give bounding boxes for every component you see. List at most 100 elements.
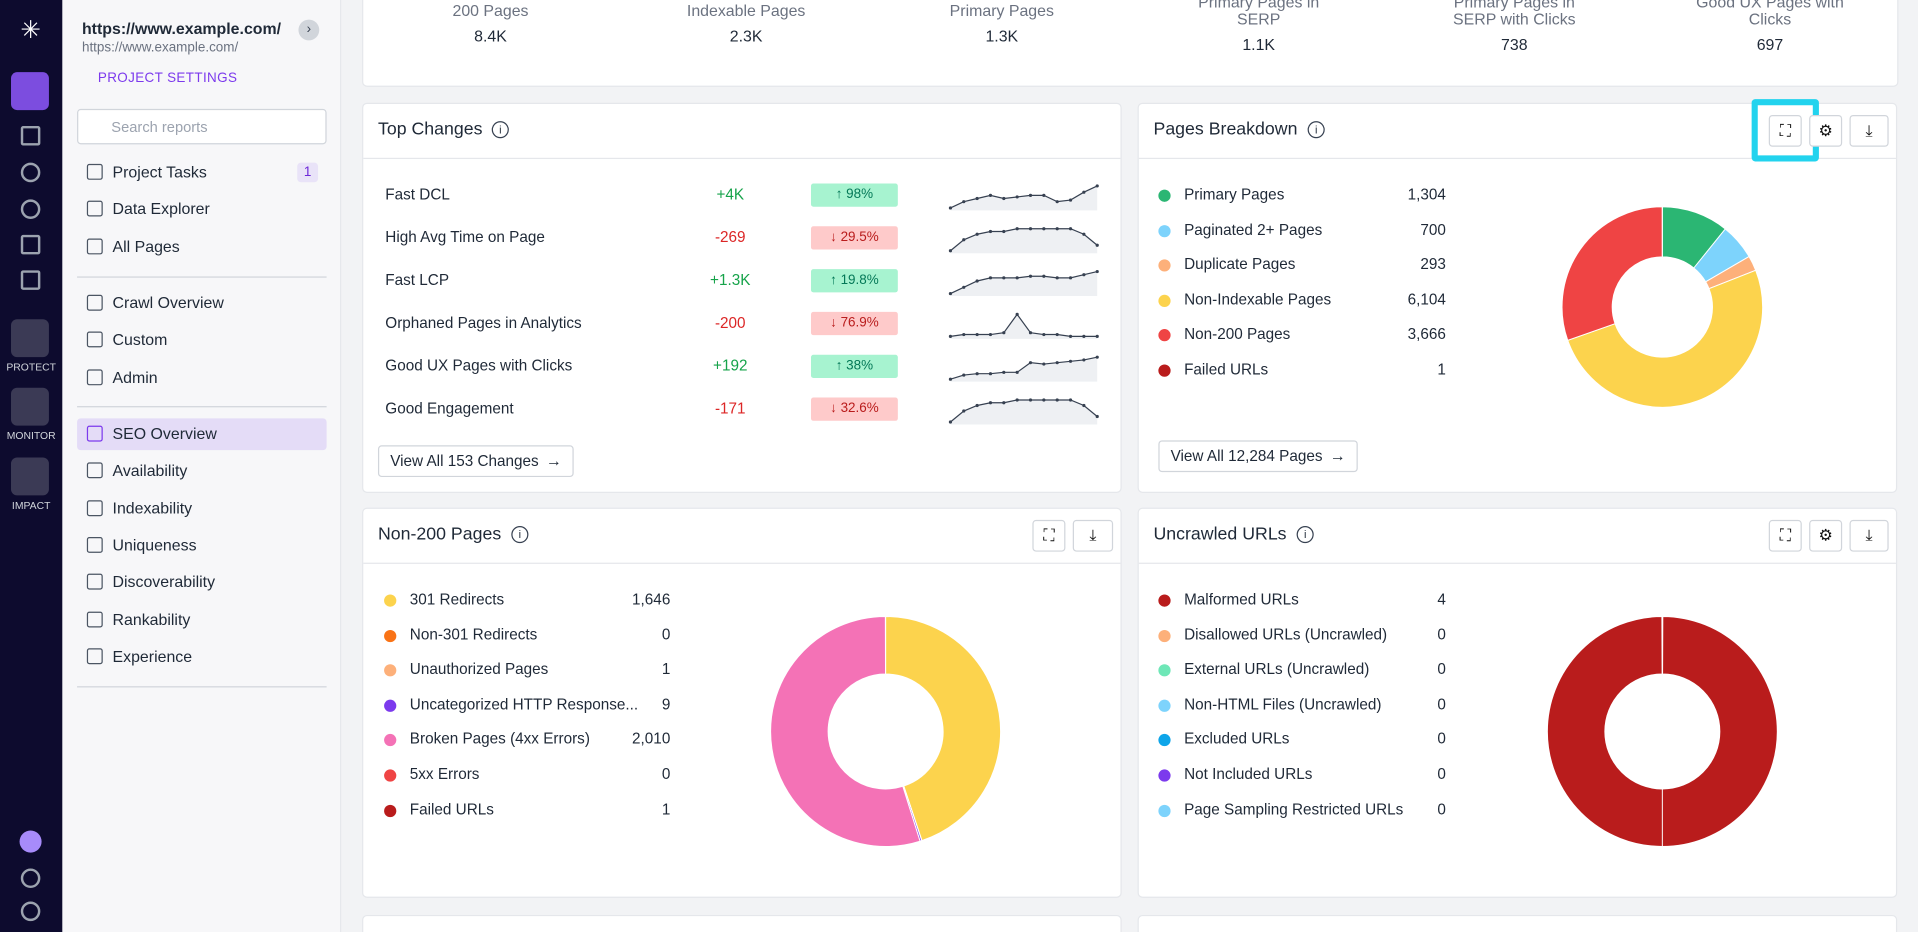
metric-value: 697 xyxy=(1756,34,1784,54)
sparkline-point xyxy=(948,377,953,381)
nav-item[interactable]: Availability xyxy=(77,455,327,487)
sparkline-point xyxy=(1002,196,1006,201)
sparkline-area xyxy=(950,185,1098,211)
nav-item[interactable]: Project Tasks 1 xyxy=(77,157,327,189)
nav-item[interactable]: Custom xyxy=(77,325,327,357)
card-partial xyxy=(1137,914,1898,932)
sparkline xyxy=(948,312,1099,339)
nav-item[interactable]: Discoverability xyxy=(77,567,327,599)
change-pill: ↑ 19.8% xyxy=(810,269,898,293)
nav-item[interactable]: Rankability xyxy=(77,604,327,636)
info-icon: i xyxy=(511,525,529,544)
sparkline-point xyxy=(1082,232,1086,236)
collapse[interactable]: › xyxy=(298,19,320,41)
sparkline-point xyxy=(988,276,993,280)
legend-dot xyxy=(1158,364,1171,377)
icon-button[interactable]: ⛶ xyxy=(1768,519,1802,552)
rail-icon[interactable] xyxy=(20,199,41,219)
legend-dot xyxy=(384,734,397,747)
legend-dot xyxy=(384,699,397,712)
rail-icon[interactable] xyxy=(20,868,41,889)
sparkline xyxy=(948,355,1099,382)
legend-value: 3,666 xyxy=(1407,325,1446,343)
view-all-button[interactable]: View All 153 Changes → xyxy=(377,445,575,478)
sparkline-point xyxy=(1095,355,1099,359)
nav-item[interactable]: Uniqueness xyxy=(77,530,327,562)
rail-icon[interactable] xyxy=(19,830,42,853)
rail-icon[interactable] xyxy=(20,234,41,255)
nav-icon xyxy=(86,573,103,590)
legend-dot xyxy=(1158,294,1171,307)
site-url: https://www.example.com/ xyxy=(81,40,239,56)
rail-tile[interactable] xyxy=(11,387,49,426)
sparkline-line xyxy=(950,313,1098,337)
card-title: Top Changes xyxy=(377,119,483,140)
rail-icon[interactable] xyxy=(20,901,41,922)
sparkline-point xyxy=(1095,184,1099,188)
sparkline-point xyxy=(962,200,966,204)
divider xyxy=(77,686,327,688)
nav-label: Custom xyxy=(112,330,168,349)
divider xyxy=(77,276,327,278)
rail-icon[interactable] xyxy=(20,162,41,183)
nav-label: Project Tasks xyxy=(112,162,207,182)
rail-active[interactable] xyxy=(11,72,49,111)
change-name: Fast DCL xyxy=(385,185,450,204)
sparkline-point xyxy=(975,332,979,337)
logo: ✳ xyxy=(20,17,41,45)
icon-button[interactable]: ⚙ xyxy=(1809,114,1843,147)
rail-label: PROTECT xyxy=(6,360,57,374)
change-name: Fast LCP xyxy=(385,271,450,289)
sparkline-point xyxy=(988,401,993,405)
legend-label: Not Included URLs xyxy=(1184,765,1313,783)
nav-item[interactable]: Crawl Overview xyxy=(77,287,327,319)
rail-tile[interactable] xyxy=(11,457,49,496)
nav-item[interactable]: SEO Overview xyxy=(77,418,327,451)
project-settings[interactable]: PROJECT SETTINGS xyxy=(97,70,238,86)
sparkline-area xyxy=(950,271,1098,297)
nav-icon xyxy=(86,294,103,311)
pages-breakdown-card: Pages Breakdown i ⛶ ⚙ ⤓ View All 12,284 Pages… xyxy=(1137,99,1898,493)
sparkline-point xyxy=(975,196,979,201)
legend-label: Non-301 Redirects xyxy=(409,625,538,643)
metrics-card: 200 Pages 8.4K Indexable Pages 2.3K Primary … xyxy=(362,0,1899,87)
icon-button[interactable]: ⛶ xyxy=(1032,519,1066,552)
icon-button[interactable]: ⤓ xyxy=(1849,114,1889,147)
nav-icon xyxy=(86,536,103,553)
legend-value: 0 xyxy=(1437,800,1446,818)
nav-item[interactable]: Admin xyxy=(77,362,327,394)
icon-button[interactable]: ⤓ xyxy=(1072,519,1114,552)
donut-segment xyxy=(1561,206,1663,341)
donut-segment xyxy=(1567,269,1764,408)
search[interactable]: Search reports xyxy=(77,108,327,145)
legend-label: 301 Redirects xyxy=(409,590,505,608)
rail-tile[interactable] xyxy=(11,319,49,358)
legend-dot xyxy=(384,664,397,677)
sparkline-point xyxy=(1015,276,1019,280)
metric-value: 8.4K xyxy=(474,26,507,45)
nav-item[interactable]: Indexability xyxy=(77,492,327,524)
sparkline-point xyxy=(962,373,966,377)
change-pill: ↓ 32.6% xyxy=(810,397,898,421)
view-all-button[interactable]: View All 12,284 Pages → xyxy=(1158,440,1358,473)
search-placeholder: Search reports xyxy=(111,118,208,136)
legend-dot xyxy=(384,594,397,607)
metric-label: Good UX Pages with Clicks xyxy=(1696,0,1844,28)
icon-button[interactable]: ⛶ xyxy=(1768,114,1802,147)
nav-item[interactable]: All Pages xyxy=(77,231,327,263)
sparkline-point xyxy=(948,206,953,210)
icon-button[interactable]: ⤓ xyxy=(1849,519,1889,552)
legend-value: 0 xyxy=(1437,660,1446,678)
icon-button[interactable]: ⚙ xyxy=(1809,519,1843,552)
legend-value: 1,646 xyxy=(632,590,671,608)
rail-icon[interactable] xyxy=(20,125,41,146)
sparkline-point xyxy=(962,409,966,413)
nav-item[interactable]: Experience xyxy=(77,641,327,673)
nav-item[interactable]: Data Explorer xyxy=(77,194,327,226)
sparkline xyxy=(948,398,1099,425)
sparkline-area xyxy=(950,399,1098,425)
sparkline-line xyxy=(950,356,1098,380)
sparkline-point xyxy=(1055,361,1059,365)
rail-icon[interactable] xyxy=(20,270,41,290)
